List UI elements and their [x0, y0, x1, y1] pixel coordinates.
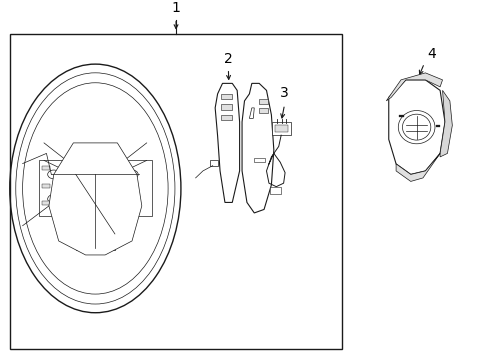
Polygon shape: [386, 73, 442, 101]
Bar: [270, 187, 281, 194]
Bar: [76, 236, 115, 250]
Bar: [41, 201, 50, 205]
Bar: [210, 160, 218, 166]
Text: 1: 1: [171, 1, 180, 15]
Bar: [121, 184, 130, 188]
Ellipse shape: [88, 238, 92, 240]
Bar: [435, 125, 439, 127]
Polygon shape: [242, 84, 273, 213]
Bar: [259, 108, 267, 113]
Text: 2: 2: [224, 52, 232, 66]
Bar: [10, 34, 342, 350]
Bar: [221, 114, 231, 120]
Polygon shape: [439, 90, 451, 157]
Polygon shape: [215, 84, 239, 202]
Bar: [41, 184, 50, 188]
Ellipse shape: [402, 114, 430, 140]
Text: 4: 4: [426, 46, 435, 60]
Bar: [221, 94, 231, 99]
Bar: [121, 166, 130, 170]
Polygon shape: [388, 80, 444, 174]
Bar: [221, 104, 231, 110]
Bar: [272, 122, 290, 135]
Polygon shape: [249, 108, 254, 118]
Ellipse shape: [98, 238, 102, 240]
Polygon shape: [49, 143, 142, 255]
Bar: [259, 99, 267, 104]
Ellipse shape: [126, 170, 138, 179]
Ellipse shape: [48, 170, 60, 179]
Bar: [275, 125, 287, 132]
Polygon shape: [395, 153, 439, 181]
Ellipse shape: [48, 194, 60, 203]
Bar: [41, 166, 50, 170]
Text: 3: 3: [280, 86, 288, 100]
Bar: [117, 161, 151, 216]
Bar: [121, 201, 130, 205]
Bar: [39, 161, 73, 216]
Ellipse shape: [126, 194, 138, 203]
Bar: [398, 115, 404, 117]
Ellipse shape: [397, 111, 434, 144]
Bar: [254, 158, 264, 162]
